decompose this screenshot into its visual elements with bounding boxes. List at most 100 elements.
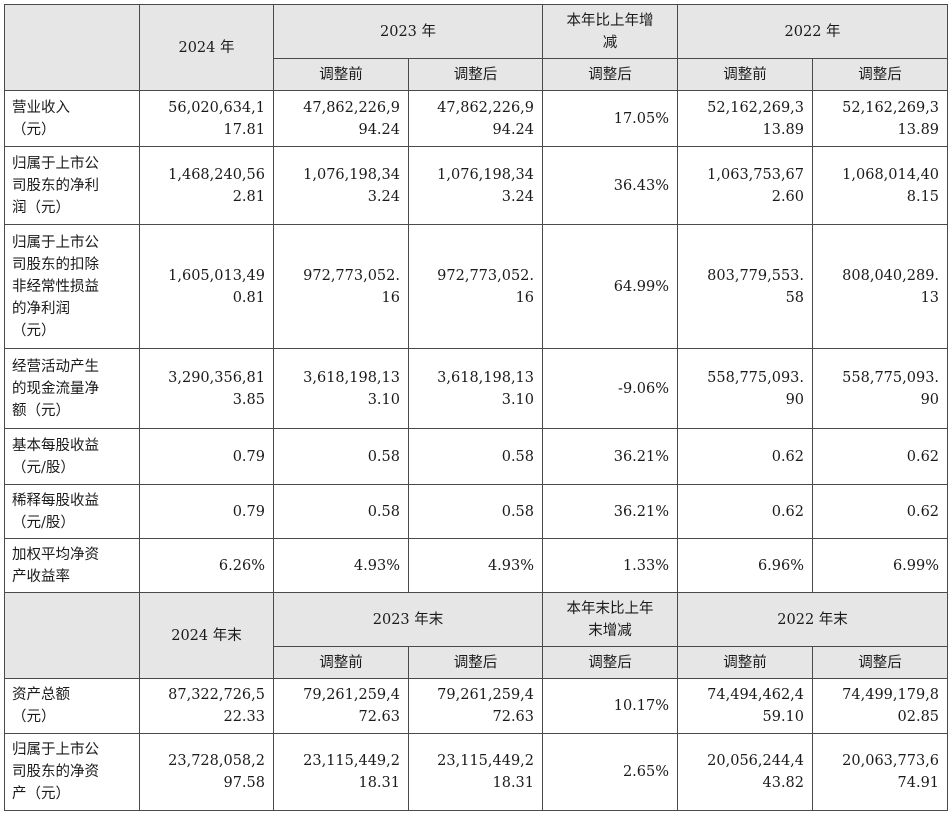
cell-2023-before: 23,115,449,2 18.31	[273, 733, 409, 811]
cell-2023-before-line: 16	[381, 289, 400, 306]
cell-change: 2.65%	[542, 733, 679, 811]
row-label-line: （元/股）	[12, 514, 75, 531]
cell-2024-line: 17.81	[223, 121, 265, 138]
cell-2023-before: 79,261,259,4 72.63	[273, 678, 409, 734]
cell-change: 36.21%	[542, 428, 679, 485]
cell-2022-after-line: 52,162,269,3	[842, 99, 940, 116]
table-row: 归属于上市公 司股东的净利 润（元） 1,468,240,56 2.81 1,076,19…	[4, 146, 949, 225]
cell-2022-before: 20,056,244,4 43.82	[677, 733, 814, 811]
financial-indicators-table: 2024 年 2023 年本年比上年增减 2022 年调整前 调整后 调整后 调整前 调整后…	[4, 4, 949, 811]
cell-2023-before: 0.58	[273, 484, 409, 539]
cell-2023-before-line: 0.58	[367, 448, 400, 465]
header-change: 本年比上年增减	[542, 4, 679, 59]
row-label-line: （元/股）	[12, 459, 75, 476]
cell-change: 36.43%	[542, 146, 679, 225]
cell-change-line: 64.99%	[613, 278, 670, 295]
cell-2022-after-line: 20,063,773,6	[842, 753, 940, 769]
header-change: 本年末比上年 末增减	[542, 592, 679, 647]
header-change-line: 本年末比上年	[566, 600, 654, 617]
header-year-2023: 2023 年	[272, 4, 544, 59]
cell-2024-line: 1,605,013,49	[168, 267, 265, 284]
cell-2023-after-line: 3.10	[501, 391, 535, 408]
cell-2022-before-line: 59.10	[762, 709, 805, 725]
cell-2023-before: 972,773,052. 16	[273, 224, 409, 349]
header-change-line: 减	[602, 34, 618, 51]
header-year-2022: 2022 年末	[677, 592, 949, 647]
cell-2022-before-line: 6.96%	[757, 557, 805, 574]
cell-change-line: 36.21%	[613, 448, 670, 465]
cell-2023-after: 23,115,449,2 18.31	[407, 733, 544, 811]
row-label-line: 产收益率	[12, 568, 70, 585]
cell-2022-after-line: 1,068,014,40	[842, 166, 940, 183]
cell-2023-after-line: 4.93%	[487, 557, 535, 574]
cell-2024-line: 23,728,058,2	[168, 753, 265, 769]
cell-2023-before: 4.93%	[273, 538, 409, 593]
cell-change-line: 2.65%	[622, 764, 670, 780]
cell-2023-after: 0.58	[407, 484, 544, 539]
cell-2023-before: 1,076,198,34 3.24	[273, 146, 409, 225]
cell-2022-after: 52,162,269,3 13.89	[812, 90, 949, 147]
cell-2023-before: 47,862,226,9 94.24	[273, 90, 409, 147]
row-label-line: 营业收入	[12, 99, 70, 116]
cell-2023-after-line: 72.63	[492, 709, 535, 725]
cell-2022-after-line: 74,499,179,8	[842, 687, 940, 703]
cell-2024: 56,020,634,1 17.81	[139, 90, 274, 147]
cell-2024: 6.26%	[139, 538, 274, 593]
cell-2023-before-line: 4.93%	[353, 557, 400, 574]
cell-2022-before: 0.62	[677, 484, 814, 539]
cell-change-line: 1.33%	[622, 557, 670, 574]
cell-change-line: -9.06%	[618, 380, 670, 397]
row-label: 归属于上市公 司股东的净利 润（元）	[4, 146, 140, 225]
cell-2023-after: 47,862,226,9 94.24	[407, 90, 544, 147]
table-row: 稀释每股收益 （元/股） 0.79 0.58 0.58 36.21% 0.62 0.62	[4, 484, 949, 539]
row-label: 营业收入 （元）	[4, 90, 140, 147]
row-label-line: 润（元）	[12, 199, 70, 216]
cell-2022-before: 803,779,553. 58	[677, 224, 814, 349]
cell-2023-before-line: 47,862,226,9	[303, 99, 400, 116]
cell-2024: 1,468,240,56 2.81	[139, 146, 274, 225]
table-row: 经营活动产生 的现金流量净 额（元） 3,290,356,81 3.85 3,618,19…	[4, 348, 949, 429]
cell-2023-before: 3,618,198,13 3.10	[273, 348, 409, 429]
cell-2022-before: 1,063,753,67 2.60	[677, 146, 814, 225]
cell-2022-before-line: 74,494,462,4	[707, 687, 805, 703]
cell-2023-before-line: 1,076,198,34	[303, 166, 400, 183]
cell-2022-after-line: 558,775,093.	[842, 369, 940, 386]
header-year-2023: 2023 年末	[272, 592, 544, 647]
row-label-line: 司股东的净利	[12, 177, 99, 194]
row-label-line: 资产总额	[12, 687, 70, 703]
table-row: 归属于上市公 司股东的扣除 非经常性损益 的净利润 （元） 1,605,013,49 0.8…	[4, 224, 949, 349]
cell-2023-after: 79,261,259,4 72.63	[407, 678, 544, 734]
cell-2022-after-line: 74.91	[897, 775, 940, 791]
cell-2024-line: 0.79	[232, 503, 265, 520]
header-year-2022: 2022 年	[677, 4, 949, 59]
cell-2023-before-line: 79,261,259,4	[303, 687, 400, 703]
header-blank-cell	[4, 592, 140, 679]
row-label: 归属于上市公 司股东的净资 产（元）	[4, 733, 140, 811]
row-label-line: 基本每股收益	[12, 437, 99, 454]
cell-2022-before: 6.96%	[677, 538, 814, 593]
cell-2022-before-line: 43.82	[762, 775, 805, 791]
cell-2024-line: 97.58	[223, 775, 265, 791]
header-change-line: 末增减	[588, 622, 632, 639]
cell-2022-after-line: 0.62	[906, 448, 940, 465]
cell-change: 36.21%	[542, 484, 679, 539]
cell-2022-before-line: 13.89	[762, 121, 805, 138]
row-label-line: 经营活动产生	[12, 358, 99, 375]
sub-2022-after: 调整后	[812, 58, 949, 91]
cell-2024: 0.79	[139, 428, 274, 485]
row-label-line: 归属于上市公	[12, 742, 99, 758]
cell-2022-before: 558,775,093. 90	[677, 348, 814, 429]
cell-2023-after-line: 3.24	[501, 188, 535, 205]
cell-2022-before-line: 1,063,753,67	[707, 166, 805, 183]
cell-2024: 87,322,726,5 22.33	[139, 678, 274, 734]
cell-2022-before: 0.62	[677, 428, 814, 485]
cell-change: 10.17%	[542, 678, 679, 734]
cell-2024: 0.79	[139, 484, 274, 539]
cell-2022-after: 6.99%	[812, 538, 949, 593]
cell-2024: 3,290,356,81 3.85	[139, 348, 274, 429]
cell-2022-before-line: 558,775,093.	[707, 369, 805, 386]
cell-2022-after: 20,063,773,6 74.91	[812, 733, 949, 811]
cell-2023-before-line: 3.24	[367, 188, 400, 205]
row-label: 经营活动产生 的现金流量净 额（元）	[4, 348, 140, 429]
row-label: 稀释每股收益 （元/股）	[4, 484, 140, 539]
